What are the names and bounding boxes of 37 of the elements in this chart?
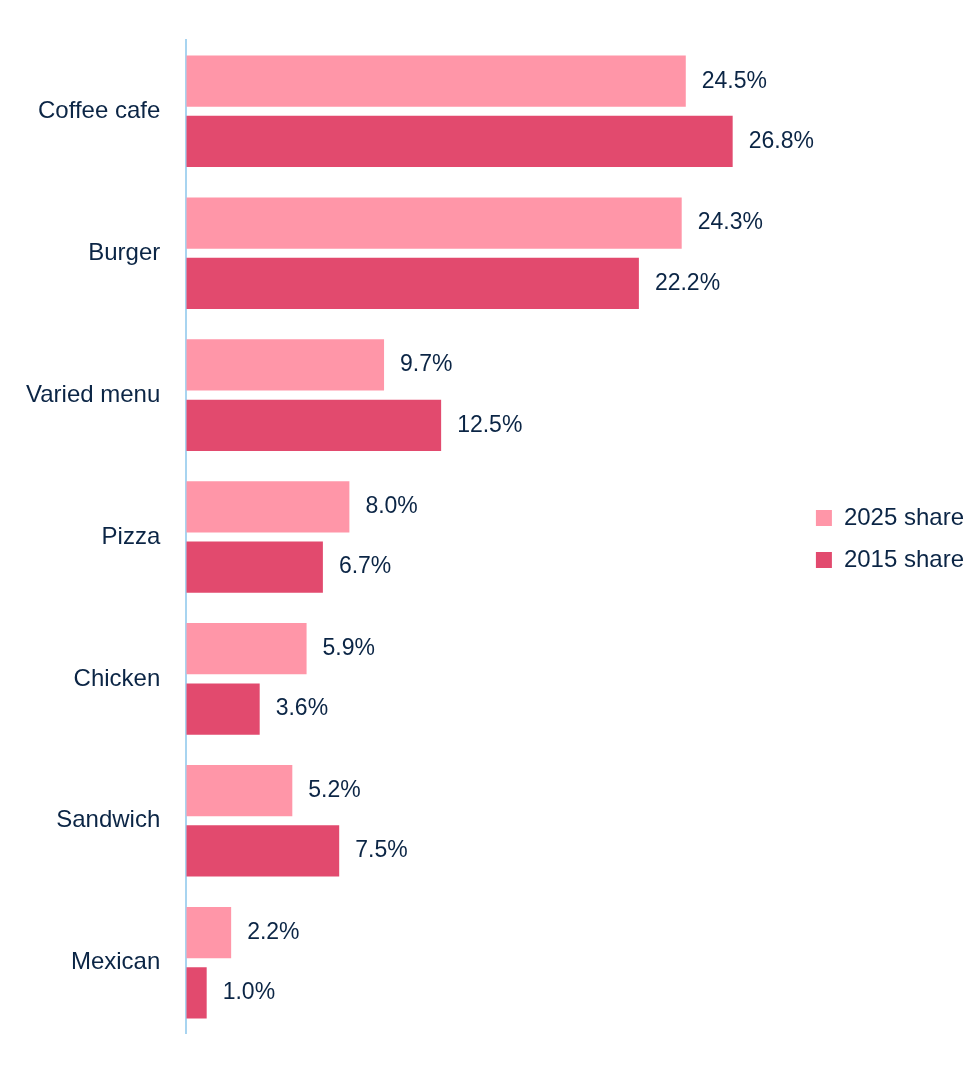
- data-label: 2.2%: [247, 917, 300, 944]
- y-tick-label: Varied menu: [26, 379, 161, 407]
- bar: [186, 541, 323, 593]
- bar: [186, 825, 340, 877]
- data-label: 1.0%: [222, 978, 276, 1005]
- y-tick-label: Burger: [88, 237, 161, 265]
- bar: [186, 115, 733, 168]
- legend-label: 2015 share: [843, 544, 964, 572]
- bar: [186, 683, 260, 735]
- legend-label: 2025 share: [843, 502, 964, 530]
- y-tick-label: Coffee cafe: [37, 95, 161, 123]
- bar: [186, 257, 639, 310]
- y-tick-label: Chicken: [73, 663, 161, 691]
- bar: [186, 197, 682, 249]
- data-label: 8.0%: [365, 492, 418, 519]
- data-label: 5.2%: [308, 775, 361, 802]
- data-label: 24.3%: [697, 208, 763, 235]
- bar: [186, 906, 232, 959]
- y-tick-label: Mexican: [70, 947, 161, 975]
- bar: [186, 967, 207, 1019]
- y-tick-label: Pizza: [101, 521, 161, 549]
- data-label: 22.2%: [654, 268, 721, 295]
- data-label: 6.7%: [338, 552, 392, 579]
- y-tick-label: Sandwich: [56, 805, 161, 833]
- data-label: 12.5%: [457, 410, 523, 437]
- bar: [186, 481, 350, 533]
- data-label: 24.5%: [701, 66, 767, 93]
- data-label: 5.9%: [322, 634, 376, 661]
- bar: [186, 55, 686, 107]
- bar: [186, 623, 307, 675]
- bar: [186, 764, 293, 817]
- bar: [186, 399, 442, 451]
- data-label: 9.7%: [400, 350, 453, 377]
- data-label: 26.8%: [748, 126, 814, 153]
- bar: [186, 339, 385, 391]
- data-label: 7.5%: [355, 836, 408, 863]
- data-label: 3.6%: [275, 694, 329, 721]
